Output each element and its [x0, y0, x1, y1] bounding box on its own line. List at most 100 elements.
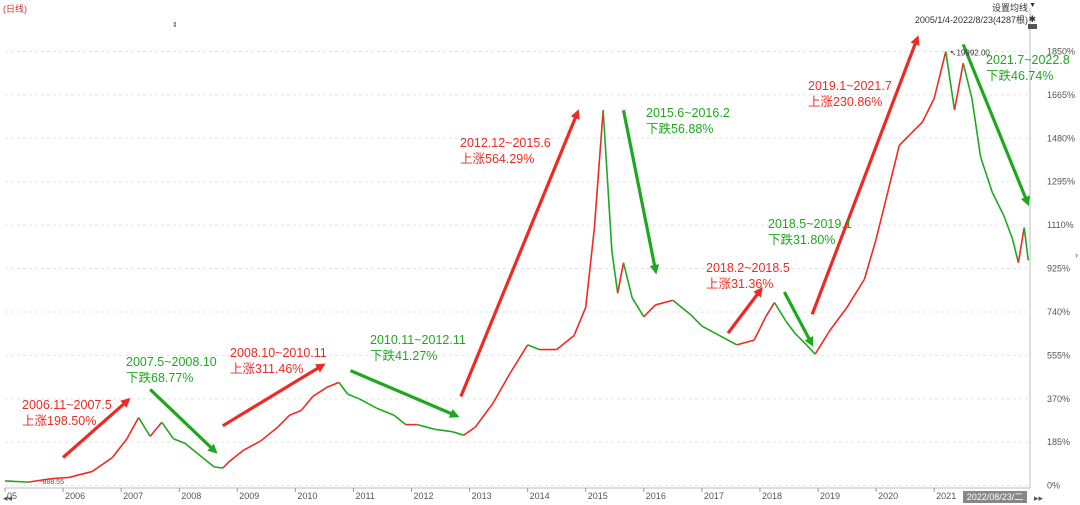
- price-segment: [584, 227, 596, 308]
- price-segment: [921, 98, 935, 123]
- annotation-change: 上涨230.86%: [808, 94, 882, 109]
- trend-arrow: [961, 43, 1030, 207]
- x-tick-label: 2018: [762, 491, 782, 501]
- price-segment: [616, 262, 625, 294]
- y-tick-label: 0%: [1047, 481, 1060, 491]
- x-tick-label: 2006: [65, 491, 85, 501]
- chevron-down-icon[interactable]: ▼: [1029, 2, 1036, 9]
- price-segment: [260, 426, 279, 442]
- x-tick-label: 2016: [646, 491, 666, 501]
- x-tick-label: 2021: [936, 491, 956, 501]
- price-segment: [451, 430, 465, 436]
- scroll-left-button[interactable]: ◂◂: [3, 493, 13, 503]
- price-segment: [765, 302, 776, 318]
- y-tick-label: 1295%: [1047, 177, 1075, 187]
- price-segment: [228, 449, 244, 463]
- price-segment: [161, 421, 175, 440]
- price-segment: [846, 278, 866, 308]
- y-tick-label: 1850%: [1047, 46, 1075, 56]
- price-segment: [1023, 227, 1030, 261]
- price-segment: [474, 403, 494, 428]
- price-segment: [602, 110, 613, 252]
- price-segment: [68, 470, 93, 479]
- low-value-label: -888.55: [40, 479, 64, 486]
- annotation-change: 上涨311.46%: [230, 361, 303, 376]
- trend-arrow: [149, 388, 218, 454]
- y-tick-label: 370%: [1047, 394, 1070, 404]
- trend-arrow: [459, 109, 580, 398]
- y-tick-label: 1665%: [1047, 90, 1075, 100]
- price-segment: [222, 461, 230, 469]
- price-segment: [886, 145, 901, 193]
- price-segment: [434, 428, 453, 433]
- price-segment: [814, 330, 831, 355]
- pin-icon[interactable]: ✱: [1028, 14, 1036, 24]
- price-segment: [1017, 227, 1025, 263]
- y-tick-label: 1480%: [1047, 133, 1075, 143]
- annotation-change: 上涨31.36%: [706, 276, 773, 291]
- price-segment: [979, 156, 994, 193]
- price-segment: [28, 477, 52, 483]
- price-segment: [991, 191, 1005, 217]
- price-segment: [300, 395, 314, 412]
- period-label[interactable]: (日线): [3, 4, 27, 14]
- price-segment: [184, 442, 203, 459]
- price-segment: [1003, 215, 1014, 240]
- price-segment: [785, 320, 796, 334]
- current-date-badge: 2022/08/23/二: [963, 491, 1027, 503]
- trend-arrow: [349, 369, 460, 418]
- price-segment: [631, 297, 645, 318]
- price-segment: [527, 344, 540, 351]
- price-segment: [622, 262, 633, 299]
- price-segment: [611, 250, 619, 294]
- price-segment: [805, 344, 816, 355]
- annotation-change: 下跌56.88%: [646, 121, 713, 136]
- annotation-period: 2012.12~2015.6: [460, 136, 551, 150]
- price-segment: [358, 398, 378, 409]
- price-segment: [953, 63, 965, 111]
- price-segment: [910, 121, 924, 135]
- x-tick-label: 2012: [414, 491, 434, 501]
- price-segment: [971, 98, 982, 158]
- x-tick-label: 05: [7, 491, 17, 501]
- annotation-period: 2018.2~2018.5: [706, 261, 790, 275]
- price-segment: [794, 332, 807, 346]
- price-segment: [376, 407, 395, 416]
- price-segment: [137, 417, 151, 437]
- price-segment: [773, 302, 787, 322]
- x-tick-label: 2015: [588, 491, 608, 501]
- price-segment: [962, 63, 973, 99]
- annotation-change: 下跌46.74%: [986, 68, 1053, 83]
- price-segment: [689, 313, 703, 327]
- price-segment: [556, 334, 575, 351]
- price-segment: [201, 456, 215, 468]
- price-segment: [945, 51, 956, 111]
- settings-link[interactable]: 设置均线: [991, 3, 1028, 13]
- peak-value-label: ↖19992.00: [950, 48, 991, 57]
- x-tick-label: 2008: [181, 491, 201, 501]
- chart-info: 设置均线 2005/1/4-2022/8/23(4287根): [915, 2, 1028, 26]
- annotation-period: 2007.5~2008.10: [126, 355, 217, 369]
- price-segment: [213, 466, 223, 469]
- price-segment: [509, 344, 529, 374]
- price-segment: [492, 372, 511, 404]
- trend-arrow: [782, 291, 814, 347]
- price-segment: [829, 306, 848, 332]
- price-segment: [126, 417, 140, 440]
- annotation-period: 2018.5~2019.1: [768, 217, 852, 231]
- trend-arrow: [810, 35, 920, 315]
- minimize-icon[interactable]: [1028, 24, 1037, 29]
- price-segment: [863, 239, 877, 280]
- scroll-right-button[interactable]: ▸▸: [1034, 493, 1044, 503]
- drag-handle-icon[interactable]: ⇕: [172, 22, 178, 29]
- x-tick-label: 2009: [239, 491, 259, 501]
- price-segment: [51, 476, 69, 480]
- chevron-right-icon[interactable]: ›: [1075, 250, 1078, 260]
- price-segment: [338, 381, 349, 395]
- y-tick-label: 925%: [1047, 264, 1070, 274]
- price-segment: [573, 306, 587, 336]
- annotation-change: 上涨564.29%: [460, 151, 534, 166]
- y-tick-label: 555%: [1047, 350, 1070, 360]
- price-segment: [753, 316, 767, 341]
- price-segment: [463, 426, 476, 436]
